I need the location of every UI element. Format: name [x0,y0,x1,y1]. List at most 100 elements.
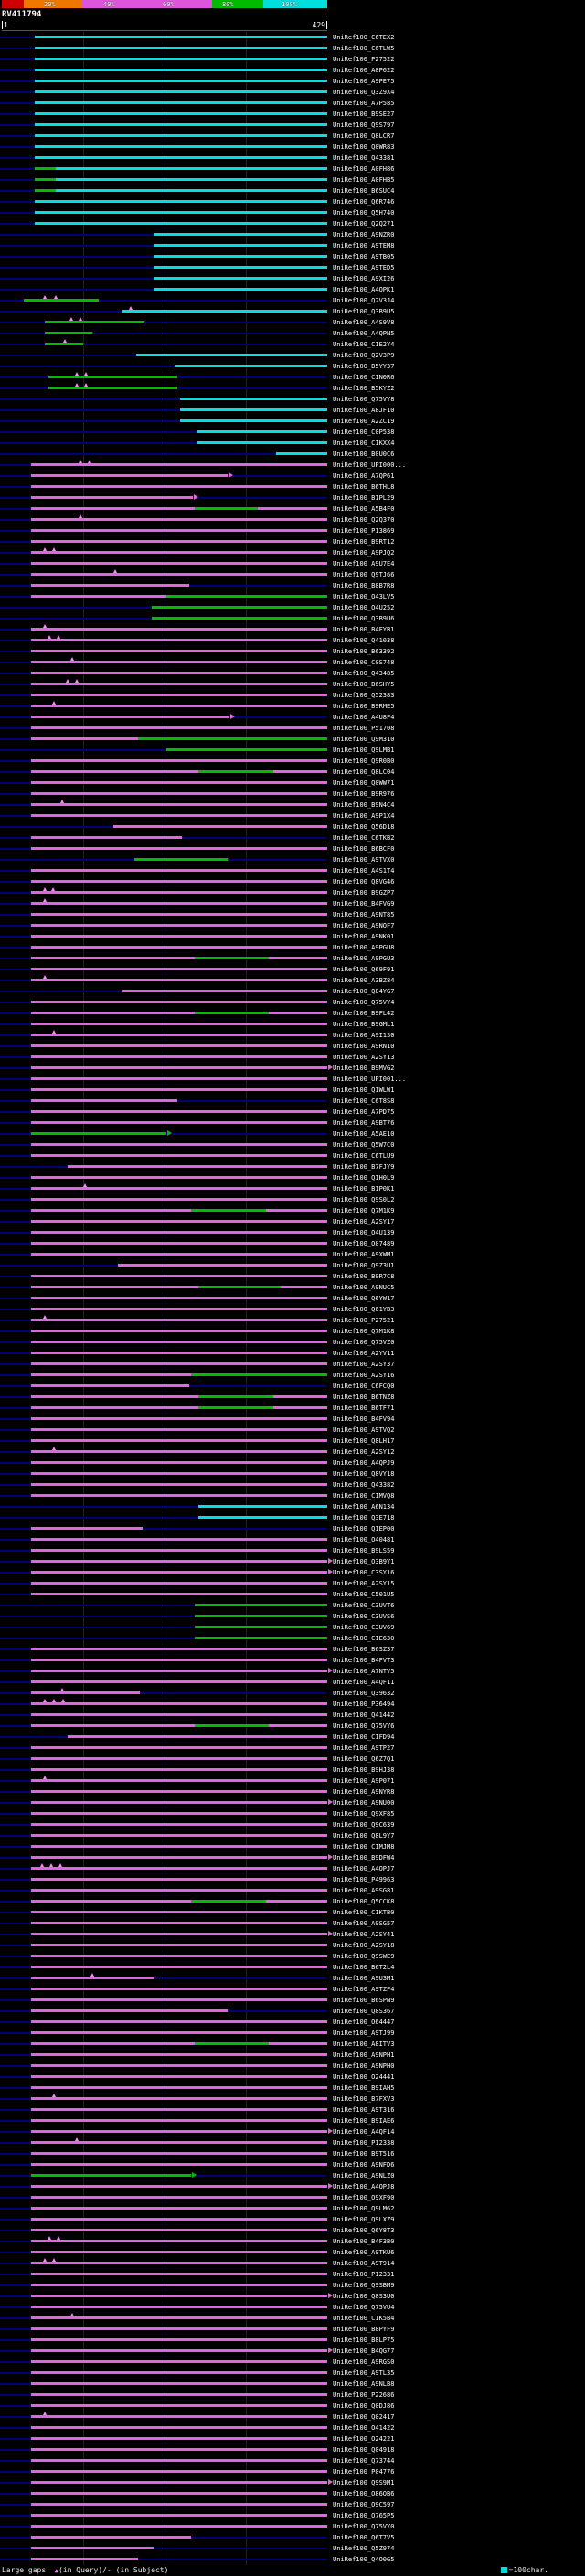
alignment-segment[interactable] [45,321,144,323]
hit-label[interactable]: UniRef100_Q7M1K8 [333,1328,395,1335]
alignment-segment[interactable] [31,1823,327,1826]
hit-label[interactable]: UniRef100_C1KTB0 [333,1909,395,1916]
hit-label[interactable]: UniRef100_Q43382 [333,1481,395,1489]
hit-label[interactable]: UniRef100_A9BT76 [333,1119,395,1127]
alignment-segment[interactable] [191,1373,327,1376]
hit-label[interactable]: UniRef100_A9PGU3 [333,955,395,962]
hit-label[interactable]: UniRef100_A9NFD6 [333,2161,395,2168]
hit-label[interactable]: UniRef100_A2SY41 [333,1931,395,1938]
hit-label[interactable]: UniRef100_A4QPN5 [333,330,395,337]
alignment-segment[interactable] [31,2196,327,2199]
hit-label[interactable]: UniRef100_A7QP61 [333,472,395,480]
alignment-segment[interactable] [31,1889,327,1892]
hit-label[interactable]: UniRef100_A9TED5 [333,264,395,271]
hit-label[interactable]: UniRef100_Q3B9U6 [333,615,395,622]
hit-label[interactable]: UniRef100_A4QPJ7 [333,1865,395,1872]
hit-label[interactable]: UniRef100_Q73744 [333,2457,395,2465]
hit-label[interactable]: UniRef100_P22686 [333,2391,395,2399]
alignment-segment[interactable] [56,178,327,181]
hit-label[interactable]: UniRef100_A9NU00 [333,1799,395,1807]
alignment-segment[interactable] [31,1132,167,1135]
alignment-segment[interactable] [34,80,327,82]
alignment-segment[interactable] [31,1933,327,1935]
hit-label[interactable]: UniRef100_Q9Z3U1 [333,1262,395,1269]
alignment-segment[interactable] [31,2404,327,2407]
alignment-segment[interactable] [31,2393,327,2396]
hit-label[interactable]: UniRef100_Q5W7C0 [333,1141,395,1149]
alignment-segment[interactable] [31,529,327,532]
alignment-segment[interactable] [31,1088,327,1091]
alignment-segment[interactable] [31,2437,327,2440]
alignment-segment[interactable] [34,47,327,49]
hit-label[interactable]: UniRef100_B5KYZ2 [333,385,395,392]
alignment-segment[interactable] [31,1253,327,1256]
hit-label[interactable]: UniRef100_Q1H0L9 [333,1174,395,1182]
alignment-segment[interactable] [31,1790,327,1793]
hit-label[interactable]: UniRef100_B8B7R8 [333,582,395,589]
alignment-segment[interactable] [31,2240,327,2242]
alignment-segment[interactable] [31,1538,327,1541]
hit-label[interactable]: UniRef100_Q07489 [333,1240,395,1247]
hit-label[interactable]: UniRef100_Q56D18 [333,823,395,831]
alignment-segment[interactable] [136,354,327,356]
alignment-segment[interactable] [31,694,327,696]
alignment-segment[interactable] [179,408,327,411]
alignment-segment[interactable] [31,946,327,949]
hit-label[interactable]: UniRef100_B6T2L4 [333,1964,395,1971]
hit-label[interactable]: UniRef100_C3UV69 [333,1624,395,1631]
hit-label[interactable]: UniRef100_A9P1X4 [333,812,395,820]
alignment-segment[interactable] [31,584,190,587]
hit-label[interactable]: UniRef100_C6TLW5 [333,45,395,52]
alignment-segment[interactable] [198,1516,327,1519]
hit-label[interactable]: UniRef100_B6SZ37 [333,1646,395,1653]
hit-label[interactable]: UniRef100_B8LP75 [333,2337,395,2344]
hit-label[interactable]: UniRef100_A9P071 [333,1777,395,1785]
hit-label[interactable]: UniRef100_B0U0C6 [333,451,395,458]
hit-label[interactable]: UniRef100_Q9S0L2 [333,1196,395,1203]
alignment-segment[interactable] [31,2470,327,2473]
hit-label[interactable]: UniRef100_A8P622 [333,67,395,74]
hit-label[interactable]: UniRef100_A9NQF7 [333,922,395,929]
hit-label[interactable]: UniRef100_B6TF71 [333,1405,395,1412]
hit-label[interactable]: UniRef100_A9NUC5 [333,1284,395,1291]
alignment-segment[interactable] [31,1209,192,1212]
alignment-segment[interactable] [31,2075,327,2078]
hit-label[interactable]: UniRef100_C6TKB2 [333,834,395,842]
alignment-segment[interactable] [31,474,229,477]
alignment-segment[interactable] [31,1198,327,1201]
hit-label[interactable]: UniRef100_O64447 [333,2019,395,2026]
hit-label[interactable]: UniRef100_Q3B9Y1 [333,1558,395,1565]
hit-label[interactable]: UniRef100_B7FJY9 [333,1163,395,1171]
alignment-segment[interactable] [195,1724,269,1727]
alignment-segment[interactable] [34,90,327,93]
alignment-segment[interactable] [31,1713,327,1716]
alignment-segment[interactable] [31,2218,327,2221]
hit-label[interactable]: UniRef100_P04776 [333,2468,395,2475]
alignment-segment[interactable] [31,1341,327,1343]
hit-label[interactable]: UniRef100_A0FHB5 [333,176,395,184]
alignment-segment[interactable] [31,1593,327,1595]
hit-label[interactable]: UniRef100_P51708 [333,725,395,732]
alignment-segment[interactable] [48,387,178,389]
hit-label[interactable]: UniRef100_Q9TJ66 [333,571,395,578]
alignment-segment[interactable] [34,167,57,170]
hit-label[interactable]: UniRef100_Q6Y8T3 [333,2227,395,2234]
hit-label[interactable]: UniRef100_A9TP27 [333,1744,395,1752]
alignment-segment[interactable] [31,1560,327,1563]
alignment-segment[interactable] [31,2053,327,2056]
alignment-segment[interactable] [34,36,327,38]
hit-label[interactable]: UniRef100_A9PGU8 [333,944,395,951]
alignment-segment[interactable] [31,979,327,981]
hit-label[interactable]: UniRef100_B6SUC4 [333,187,395,195]
hit-label[interactable]: UniRef100_C1FD94 [333,1733,395,1741]
hit-label[interactable]: UniRef100_A8JF10 [333,407,395,414]
hit-label[interactable]: UniRef100_Q04918 [333,2446,395,2454]
hit-label[interactable]: UniRef100_Q3B9U5 [333,308,395,315]
alignment-segment[interactable] [31,507,196,510]
alignment-segment[interactable] [31,1297,327,1299]
alignment-segment[interactable] [195,957,269,959]
hit-label[interactable]: UniRef100_B9LS59 [333,1547,395,1554]
hit-label[interactable]: UniRef100_A9T914 [333,2260,395,2267]
hit-label[interactable]: UniRef100_Q75VY0 [333,2523,395,2530]
hit-label[interactable]: UniRef100_Q75VU4 [333,2304,395,2311]
